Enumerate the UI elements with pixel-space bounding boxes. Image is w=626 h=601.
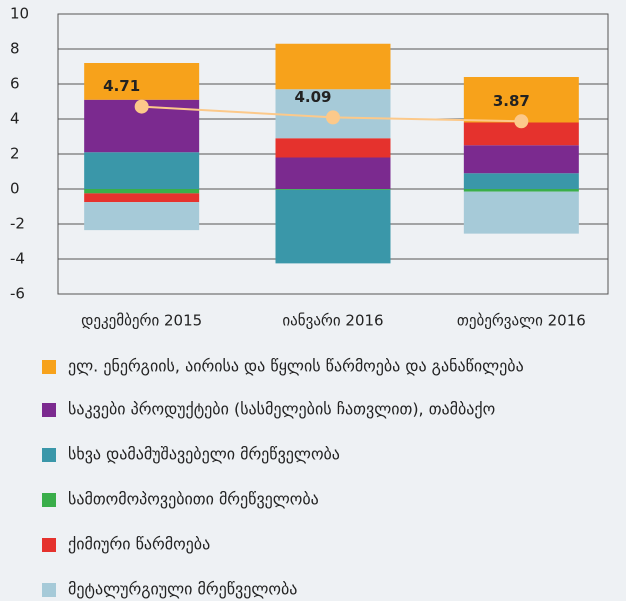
y-tick-label: 10 [10,5,29,23]
y-tick-label: 6 [10,75,20,93]
bar-segment [463,191,579,234]
bar-segment [84,189,200,194]
bar-segment [463,122,579,146]
y-tick-label: -6 [10,285,25,303]
bar-segment [84,63,200,100]
legend-swatch [42,448,56,462]
y-tick-label: 8 [10,40,20,58]
bar-segment [275,189,391,264]
legend-label: ელ. ენერგიის, აირისა და წყლის წარმოება დ… [68,357,524,376]
legend-swatch [42,403,56,417]
bar-segment [275,189,391,190]
data-label: 4.09 [294,88,331,106]
bar-segment [275,157,391,189]
bar-segment [463,189,579,192]
bar-segment [463,173,579,189]
y-tick-label: -4 [10,250,25,268]
bar-segment [84,193,200,203]
total-point [134,99,149,114]
bar-segment [84,152,200,189]
legend-label: სხვა დამამუშავებელი მრეწველობა [68,445,340,464]
bar-segment [275,138,391,158]
legend-label: სამთომოპოვებითი მრეწველობა [68,490,319,509]
bar-segment [463,145,579,174]
x-tick-label: დეკემბერი 2015 [81,312,202,330]
data-label: 4.71 [103,77,140,95]
legend-swatch [42,360,56,374]
legend-swatch [42,583,56,597]
bar-segment [84,202,200,231]
total-point [326,110,340,125]
y-tick-label: 0 [10,180,20,198]
legend-swatch [42,493,56,507]
x-tick-label: თებერვალი 2016 [457,312,586,330]
y-tick-label: 4 [10,110,20,128]
legend-label: საკვები პროდუქტები (სასმელების ჩათვლით),… [68,400,495,419]
x-tick-label: იანვარი 2016 [282,312,383,330]
legend-swatch [42,538,56,552]
total-point [514,114,529,129]
bar-segment [275,43,391,90]
data-label: 3.87 [493,92,530,110]
legend-label: ქიმიური წარმოება [68,535,210,554]
y-tick-label: 2 [10,145,20,163]
legend-label: მეტალურგიული მრეწველობა [68,580,297,599]
y-tick-label: -2 [10,215,25,233]
